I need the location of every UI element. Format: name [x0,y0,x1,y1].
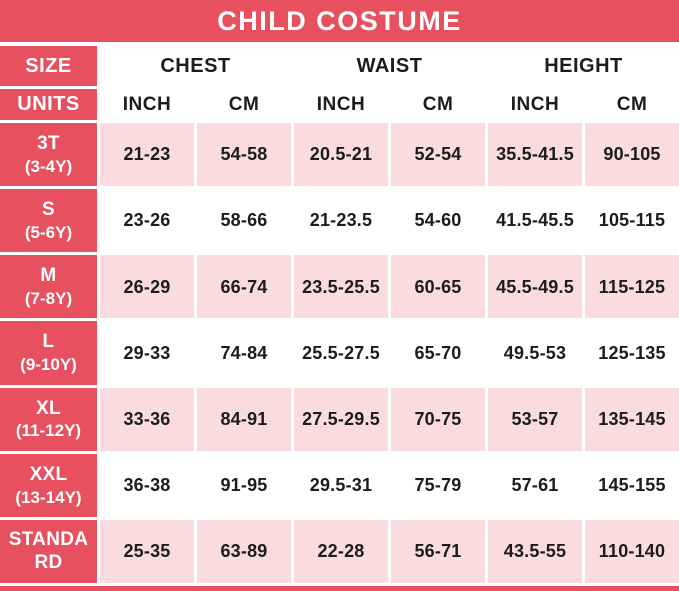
size-row-header: XXL (13-14Y) [0,453,97,517]
size-value-cell: 21-23.5 [294,189,388,253]
size-value-cell: 110-140 [585,519,679,583]
column-group-height: HEIGHT [488,46,679,86]
size-label: M [40,265,57,287]
column-group-waist: WAIST [294,46,485,86]
size-value-cell: 29-33 [100,321,194,385]
age-range-label: (7-8Y) [24,289,73,309]
size-value-cell: 25.5-27.5 [294,321,388,385]
size-value-cell: 90-105 [585,123,679,187]
size-value-cell: 52-54 [391,123,485,187]
size-value-cell: 57-61 [488,453,582,517]
size-value-cell: 49.5-53 [488,321,582,385]
size-value-cell: 56-71 [391,519,485,583]
size-value-cell: 66-74 [197,255,291,319]
size-value-cell: 105-115 [585,189,679,253]
size-value-cell: 75-79 [391,453,485,517]
size-value-cell: 33-36 [100,387,194,451]
age-range-label: (9-10Y) [20,355,77,375]
size-value-cell: 115-125 [585,255,679,319]
bottom-accent-bar [0,586,679,591]
unit-header-waist-cm: CM [391,89,485,120]
size-value-cell: 36-38 [100,453,194,517]
size-row-header: L (9-10Y) [0,321,97,385]
size-value-cell: 41.5-45.5 [488,189,582,253]
size-row-header: S (5-6Y) [0,189,97,253]
size-value-cell: 20.5-21 [294,123,388,187]
unit-header-height-cm: CM [585,89,679,120]
size-value-cell: 23.5-25.5 [294,255,388,319]
size-value-cell: 22-28 [294,519,388,583]
unit-header-height-inch: INCH [488,89,582,120]
size-value-cell: 54-60 [391,189,485,253]
size-value-cell: 53-57 [488,387,582,451]
size-value-cell: 29.5-31 [294,453,388,517]
size-value-cell: 63-89 [197,519,291,583]
size-table: SIZE CHEST WAIST HEIGHT UNITS INCH CM IN… [0,46,679,583]
size-value-cell: 21-23 [100,123,194,187]
size-value-cell: 145-155 [585,453,679,517]
size-value-cell: 70-75 [391,387,485,451]
units-corner-cell: UNITS [0,89,97,120]
size-label: XXL [29,463,68,485]
size-value-cell: 91-95 [197,453,291,517]
unit-header-chest-inch: INCH [100,89,194,120]
size-value-cell: 26-29 [100,255,194,319]
unit-header-chest-cm: CM [197,89,291,120]
size-value-cell: 43.5-55 [488,519,582,583]
size-label: XL [36,397,61,419]
size-value-cell: 45.5-49.5 [488,255,582,319]
size-value-cell: 135-145 [585,387,679,451]
chart-title: CHILD COSTUME [217,5,462,36]
size-label: S [42,199,55,221]
size-value-cell: 125-135 [585,321,679,385]
age-range-label: (13-14Y) [15,487,82,507]
size-corner-cell: SIZE [0,46,97,86]
size-label: L [42,331,55,353]
age-range-label: (11-12Y) [15,421,82,441]
age-range-label: (3-4Y) [24,156,73,176]
size-value-cell: 84-91 [197,387,291,451]
size-row-header: XL (11-12Y) [0,387,97,451]
age-range-label: (5-6Y) [24,222,73,242]
size-value-cell: 54-58 [197,123,291,187]
size-label: STANDARD [8,528,89,574]
size-value-cell: 35.5-41.5 [488,123,582,187]
size-value-cell: 27.5-29.5 [294,387,388,451]
unit-header-waist-inch: INCH [294,89,388,120]
size-value-cell: 58-66 [197,189,291,253]
size-row-header: STANDARD [0,519,97,583]
size-value-cell: 74-84 [197,321,291,385]
chart-title-bar: CHILD COSTUME [0,0,679,42]
column-group-chest: CHEST [100,46,291,86]
size-row-header: 3T (3-4Y) [0,123,97,187]
size-label: 3T [37,133,60,155]
size-row-header: M (7-8Y) [0,255,97,319]
size-value-cell: 60-65 [391,255,485,319]
size-value-cell: 23-26 [100,189,194,253]
size-value-cell: 65-70 [391,321,485,385]
size-value-cell: 25-35 [100,519,194,583]
